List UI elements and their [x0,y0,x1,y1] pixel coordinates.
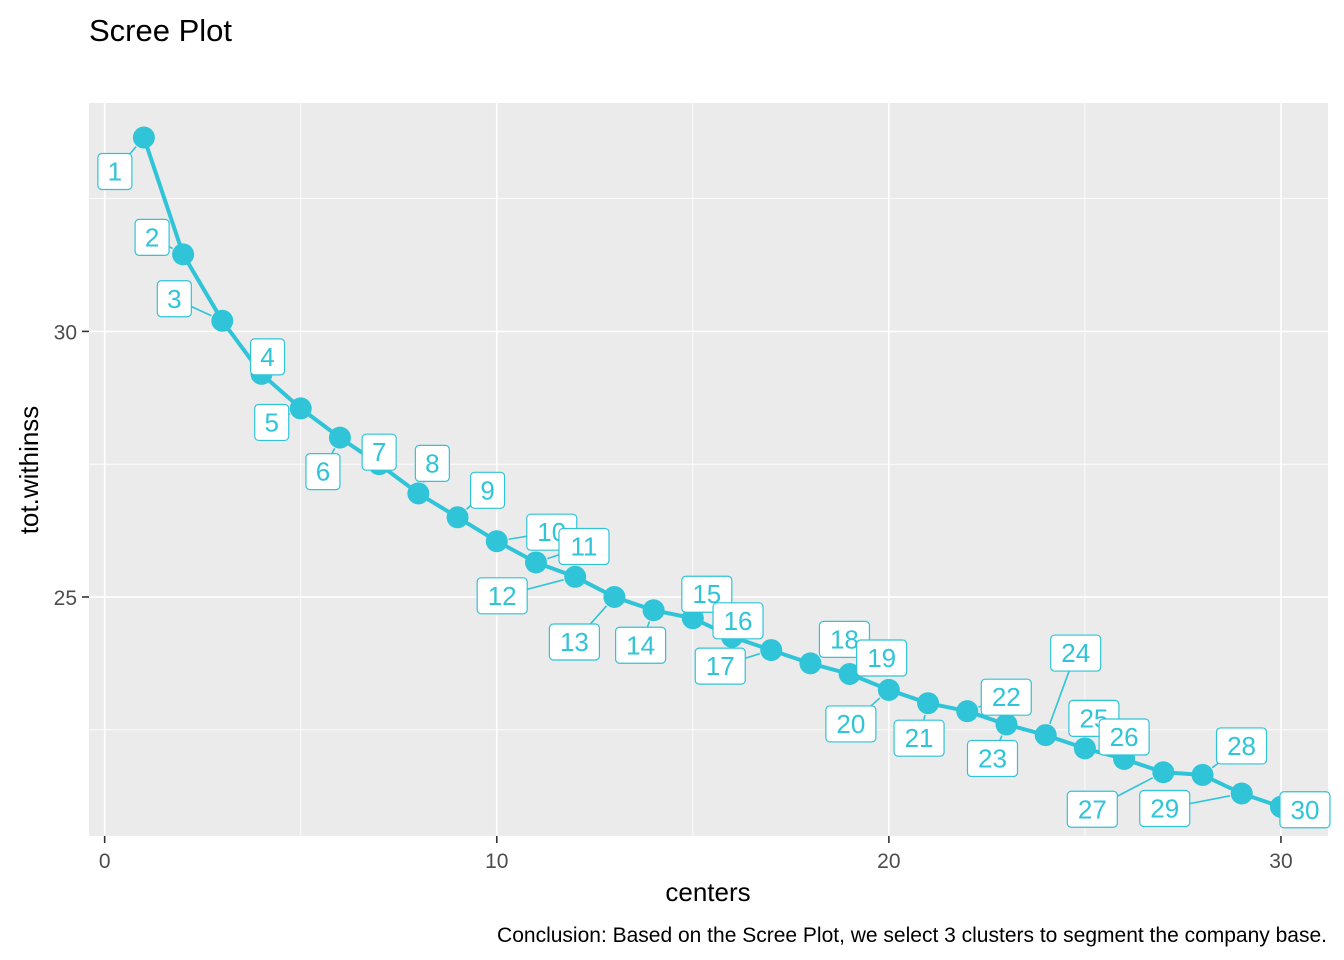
point-label-box [966,739,1019,778]
point-label: 1 [108,157,122,187]
data-point [760,639,783,662]
point-label-box [558,527,610,566]
data-point [1191,763,1214,786]
point-label-box [305,453,341,491]
point-label-box [134,218,170,256]
data-point [132,126,155,149]
point-label: 17 [706,651,735,681]
point-label: 21 [905,723,934,753]
x-tick-label: 20 [877,850,900,873]
point-label: 22 [992,682,1021,712]
data-point [838,662,861,685]
data-point [917,692,940,715]
point-label: 12 [488,581,517,611]
data-point [956,700,979,723]
y-tick-label: 25 [54,587,77,610]
point-label-box [1098,718,1150,756]
data-point [1034,724,1057,747]
point-label: 3 [167,284,181,314]
y-tick-label: 30 [54,321,77,344]
axes: 0 10 20 30 25 30 [54,321,1293,873]
point-label: 13 [560,627,589,657]
point-label: 26 [1110,722,1139,752]
data-point [524,551,547,574]
point-label: 9 [480,475,494,505]
plot-panel [89,103,1328,836]
x-axis-title: centers [665,877,750,907]
point-label-box [361,433,397,471]
point-label: 27 [1078,794,1107,824]
point-label-box [712,602,764,640]
data-point [328,426,351,449]
point-label: 23 [978,743,1007,773]
data-point [564,565,587,588]
y-axis-title: tot.withinss [14,406,44,535]
data-point [485,530,508,553]
point-label-box [156,280,192,318]
point-label-box [825,705,877,743]
data-point [407,482,430,505]
data-point [172,243,195,266]
point-label-box [249,338,286,376]
data-point [446,506,469,529]
point-label-box [1215,727,1268,765]
series-line-group [132,126,1292,818]
data-point [642,599,665,622]
x-tick-label: 30 [1269,850,1292,873]
x-tick-label: 0 [99,850,111,873]
data-point [1230,782,1253,805]
point-label: 28 [1227,731,1256,761]
point-label: 14 [626,630,655,660]
point-label: 2 [145,222,159,252]
point-label: 20 [836,709,865,739]
point-label-box [97,152,133,191]
point-label: 19 [867,643,896,673]
point-label-box [856,639,908,677]
point-label-box [980,678,1032,716]
point-label-box [476,577,528,615]
point-label: 30 [1290,795,1319,825]
data-point [211,309,234,332]
data-point [1073,737,1096,760]
point-label: 5 [264,407,278,437]
data-point [1152,761,1175,784]
data-point [799,652,822,675]
data-point [603,585,626,608]
chart-caption: Conclusion: Based on the Scree Plot, we … [497,924,1327,947]
point-label: 6 [316,457,330,487]
point-label: 18 [830,624,859,654]
point-label-box [1139,789,1191,828]
point-label-box [469,471,506,509]
x-tick-label: 10 [485,850,508,873]
point-label: 4 [260,342,274,372]
point-label-box [1050,634,1102,672]
data-point [289,397,312,420]
point-label-box [414,444,450,483]
point-label-box [1066,790,1118,828]
data-point [995,713,1018,736]
point-label-box [1279,791,1331,829]
point-label: 8 [425,448,439,478]
point-label: 24 [1061,638,1090,668]
point-label: 16 [724,606,753,636]
point-label: 11 [570,531,597,561]
point-label-box [254,403,290,442]
point-label-box [893,719,945,757]
chart-title: Scree Plot [89,13,232,48]
point-label-box [694,647,746,685]
point-label-box [615,626,667,664]
data-point [877,678,900,701]
point-label: 7 [372,437,386,467]
point-label: 29 [1150,794,1179,824]
point-label-box [548,623,600,661]
